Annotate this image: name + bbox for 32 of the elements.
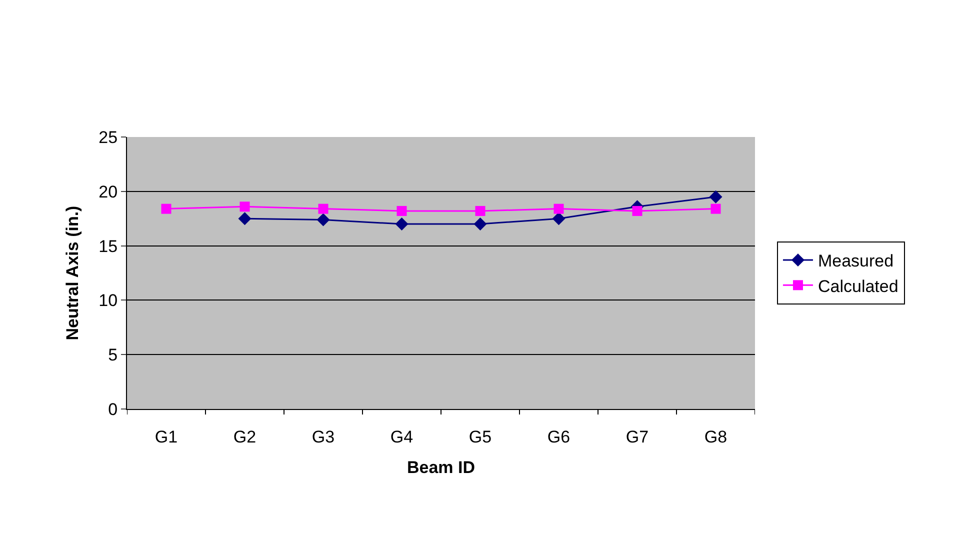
x-tick-label: G7 — [626, 427, 649, 446]
legend-label: Calculated — [818, 276, 898, 296]
y-tick-label: 20 — [98, 182, 118, 202]
point — [632, 206, 642, 216]
point — [318, 204, 328, 214]
point — [240, 202, 250, 212]
point — [238, 212, 252, 226]
x-tick-label: G3 — [312, 427, 335, 446]
point — [710, 204, 721, 214]
x-tick-label: G4 — [390, 427, 414, 446]
y-tick-label: 5 — [108, 346, 118, 365]
y-tick-label: 0 — [108, 400, 118, 419]
x-axis-title: Beam ID — [406, 458, 476, 477]
y-tick-label: 25 — [98, 128, 118, 147]
point — [709, 190, 722, 204]
point — [396, 206, 407, 216]
point — [552, 212, 566, 226]
point — [316, 213, 330, 226]
x-tick-label: G6 — [547, 427, 570, 446]
legend-label: Measured — [818, 252, 894, 271]
x-tick-label: G8 — [704, 427, 728, 446]
x-tick-label: G1 — [154, 427, 178, 446]
point — [395, 218, 408, 231]
point — [161, 204, 172, 214]
y-tick-label: 10 — [98, 291, 118, 310]
x-tick-label: G2 — [233, 427, 256, 446]
point — [475, 206, 486, 216]
point — [554, 204, 564, 214]
point — [474, 218, 487, 231]
x-tick-label: G5 — [468, 427, 492, 446]
y-tick-label: 15 — [98, 236, 118, 256]
y-axis-title: Neutral Axis (in.) — [63, 206, 82, 340]
